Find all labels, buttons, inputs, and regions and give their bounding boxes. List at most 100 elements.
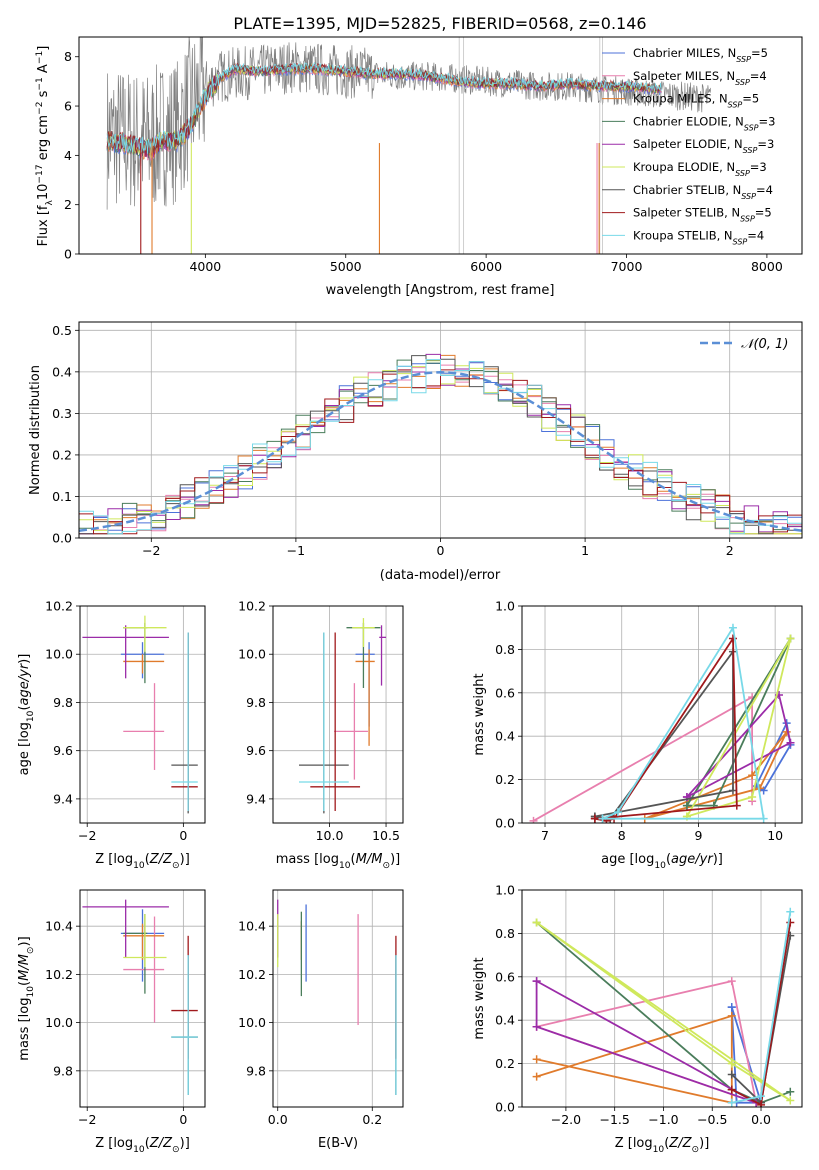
label-part: mass weight — [472, 673, 487, 755]
x-tick-label: 0.2 — [362, 1112, 382, 1127]
legend-text: Kroupa STELIB, N — [633, 228, 733, 242]
label-part: −17 — [35, 164, 45, 183]
label-part: 10 — [26, 986, 36, 998]
x-tick-label: −0.5 — [697, 1112, 727, 1127]
legend-text: =4 — [747, 228, 764, 242]
y-tick-label: 10.0 — [238, 647, 266, 662]
y-tick-label: 10.0 — [238, 1015, 266, 1030]
label-part: ] — [36, 46, 51, 51]
y-tick-label: 9.8 — [246, 695, 266, 710]
y-axis-label: mass weight — [472, 673, 487, 755]
weight-point-marker — [590, 814, 599, 823]
legend-sub: SSP — [733, 237, 748, 246]
x-axis-label: E(B-V) — [318, 1136, 358, 1151]
x-axis-label: wavelength [Angstrom, rest frame] — [326, 283, 555, 298]
label-part: 10 — [654, 861, 666, 871]
weight-point-marker — [532, 977, 541, 986]
y-tick-label: 0.0 — [495, 1100, 515, 1115]
x-tick-label: −2.0 — [551, 1112, 581, 1127]
y-tick-label: 0.5 — [52, 323, 72, 338]
legend-text: =4 — [750, 69, 767, 83]
legend-label: Chabrier MILES, NSSP=5 — [633, 46, 768, 64]
label-part: Z [log — [95, 852, 133, 867]
label-part: Z/Z — [149, 852, 173, 867]
y-tick-label: 9.6 — [246, 743, 266, 758]
axes-frame — [78, 321, 803, 539]
weight-point-marker — [613, 808, 622, 817]
x-axis-label: age [log10(age/yr)] — [601, 852, 723, 871]
label-part: E(B-V) — [318, 1136, 358, 1151]
legend-text: Salpeter ELODIE, N — [633, 137, 743, 151]
weight-point-marker — [532, 1072, 541, 1081]
x-tick-label: 8000 — [751, 259, 783, 274]
label-part: −1 — [35, 51, 45, 64]
label-part: Flux [f — [36, 205, 51, 246]
legend-label: Kroupa ELODIE, NSSP=3 — [633, 160, 767, 178]
y-axis-label: Normed distribution — [28, 365, 43, 495]
x-tick-label: 0 — [179, 828, 187, 843]
x-tick-label: 7 — [541, 828, 549, 843]
label-part: ⊙ — [692, 1145, 700, 1155]
label-part: )] — [180, 852, 190, 867]
y-tick-label: 6 — [64, 99, 72, 114]
y-tick-label: 4 — [64, 148, 72, 163]
weight-point-marker — [532, 1022, 541, 1031]
weight-point-marker — [532, 1055, 541, 1064]
x-tick-label: 0.0 — [268, 1112, 288, 1127]
legend-label: 𝒩(0, 1) — [741, 337, 788, 352]
label-part: s — [36, 90, 51, 101]
weight-point-marker — [786, 634, 795, 643]
y-tick-label: 9.8 — [246, 1063, 266, 1078]
y-tick-label: 2 — [64, 197, 72, 212]
histogram-step — [79, 359, 802, 535]
weight-vs-Z-chart: −2.0 −1.5 −1.0 −0.5 0.0 0.0 0.2 0.4 0.6 0.8 1.0 Z [… — [472, 883, 803, 1155]
label-part: ⊙ — [172, 1145, 180, 1155]
label-part: 10 — [339, 861, 351, 871]
label-part: )] — [180, 1136, 190, 1151]
axes-frame — [272, 605, 404, 824]
label-part: Z [log — [95, 1136, 133, 1151]
age-vs-Z-chart: −2 09.49.69.810.010.2Z [log10(Z/Z⊙)]age [… — [17, 599, 206, 871]
label-part: −2 — [35, 102, 45, 115]
axes-frame — [78, 36, 803, 255]
label-part: ( — [666, 852, 671, 867]
normal-reference-curve — [79, 371, 802, 532]
legend-text: Salpeter MILES, N — [633, 69, 735, 83]
label-part: 10 — [133, 861, 145, 871]
legend-label: Salpeter ELODIE, NSSP=3 — [633, 137, 774, 155]
y-axis-label: age [log10(age/yr)] — [17, 654, 36, 776]
legend-sub: SSP — [744, 123, 759, 132]
legend-text: =5 — [742, 92, 759, 106]
y-tick-label: 10.2 — [45, 599, 73, 614]
label-part: ( — [145, 1136, 150, 1151]
legend-sub: SSP — [735, 77, 750, 86]
y-axis-label: mass weight — [472, 957, 487, 1039]
mass-vs-Z-plot-area — [82, 899, 198, 1095]
x-tick-label: 1 — [581, 543, 589, 558]
weight-point-marker — [786, 907, 795, 916]
label-part: Z [log — [615, 1136, 653, 1151]
x-tick-label: 9 — [694, 828, 702, 843]
y-axis-label: mass [log10(M/M⊙)] — [17, 936, 36, 1060]
axes-frame — [272, 889, 404, 1108]
weight-point-marker — [786, 1087, 795, 1096]
legend-text: =3 — [759, 114, 776, 128]
weight-point-marker — [759, 814, 768, 823]
y-tick-label: 9.8 — [53, 695, 73, 710]
weight-line — [602, 625, 765, 820]
label-part: )] — [699, 1136, 709, 1151]
axes-frame — [521, 889, 803, 1108]
legend-sub: SSP — [735, 169, 750, 178]
y-axis-label: Flux [fλ10−17 erg cm−2 s−1 A−1] — [35, 46, 55, 247]
legend-sub: SSP — [743, 146, 758, 155]
mass-vs-Z-chart: −2 09.810.010.210.4Z [log10(Z/Z⊙)]mass [l… — [17, 889, 206, 1155]
weight-point-marker — [532, 918, 541, 927]
weight-point-marker — [748, 792, 757, 801]
x-axis-label: (data-model)/error — [380, 568, 501, 583]
label-part: )] — [713, 852, 723, 867]
y-tick-label: 0.4 — [495, 729, 515, 744]
legend-text: =3 — [757, 137, 774, 151]
